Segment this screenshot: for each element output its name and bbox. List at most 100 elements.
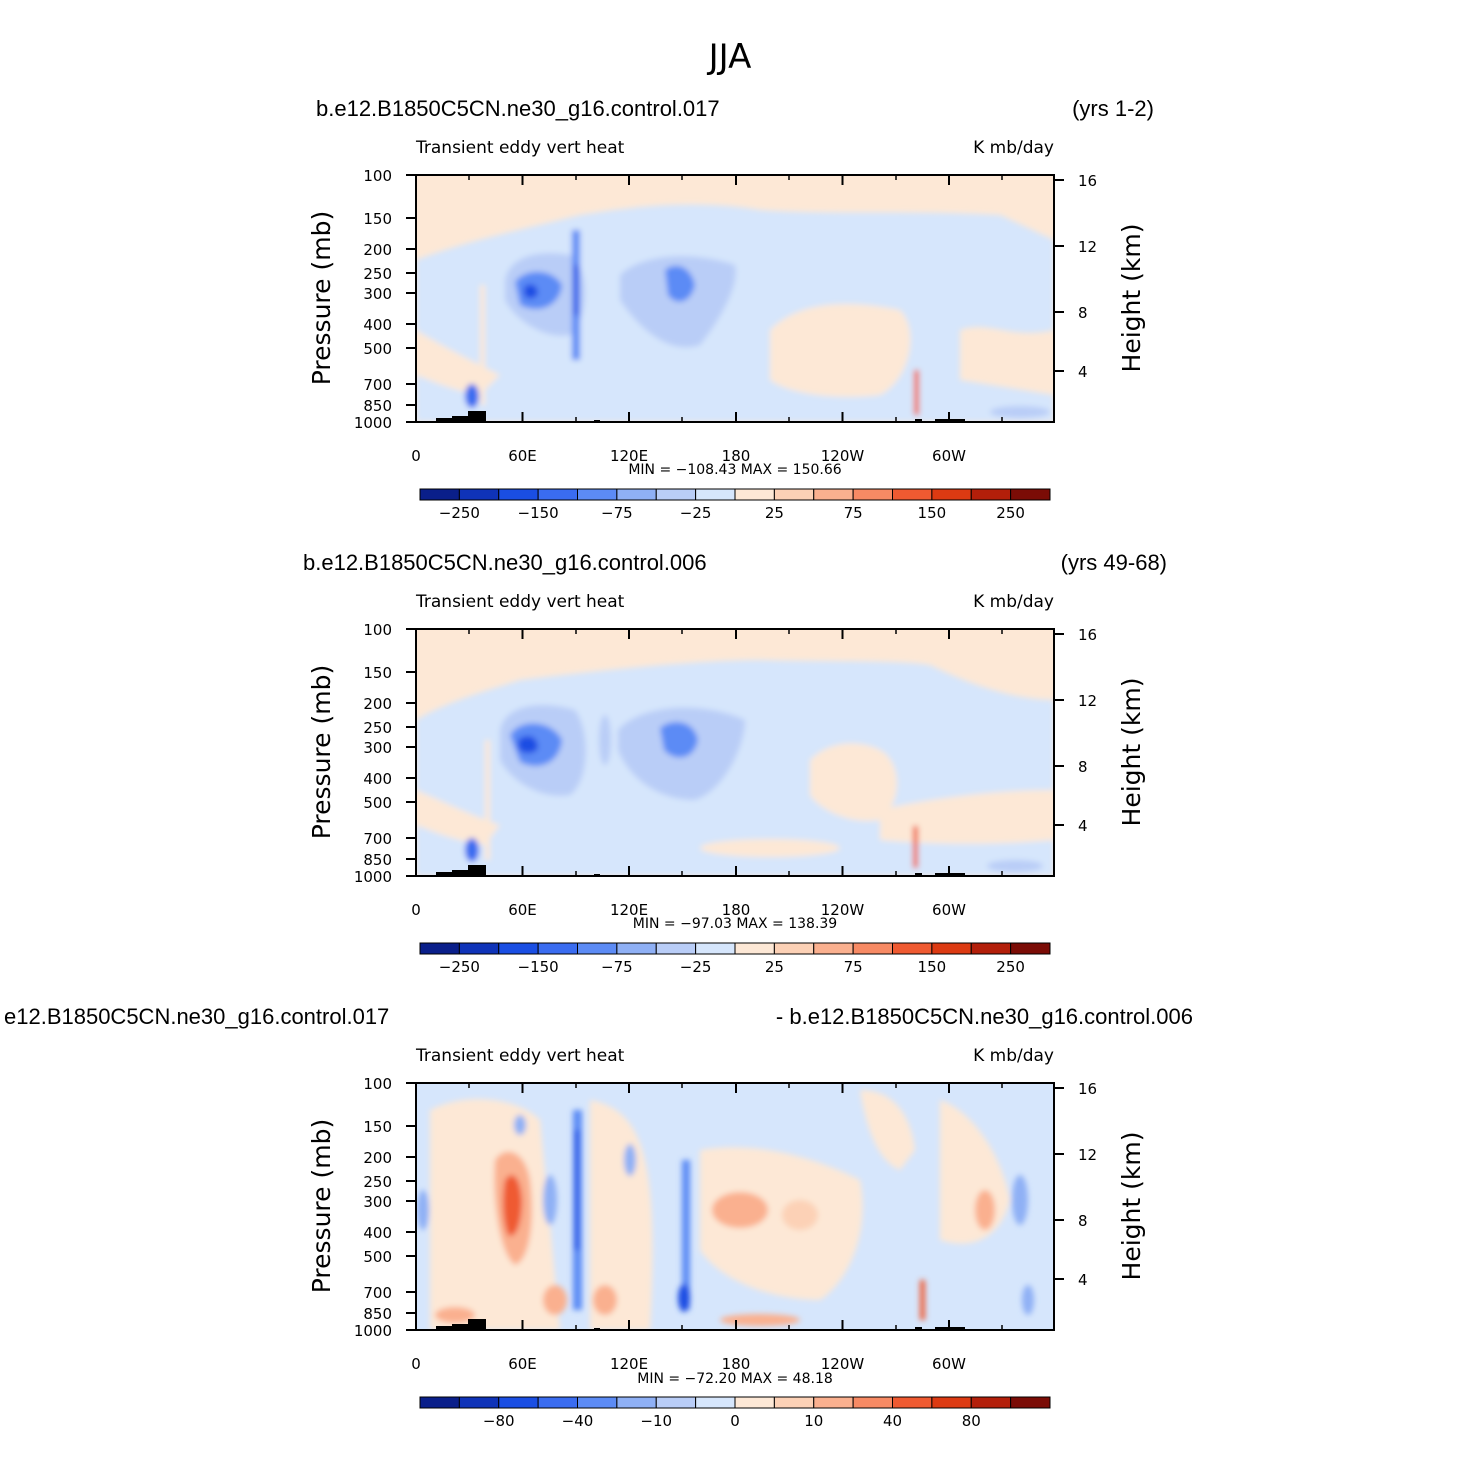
x-tick-label: 120E	[610, 447, 648, 465]
y-axis-right: 16 12 8 4	[1054, 1080, 1097, 1289]
colorbar-swatch	[577, 1396, 618, 1409]
colorbar-swatch	[734, 488, 775, 501]
colorbar-label: −10	[640, 1412, 672, 1430]
colorbar-swatch	[852, 1396, 893, 1409]
colorbar-swatch	[498, 942, 539, 955]
region-negative-small	[1012, 1175, 1028, 1225]
region-negative-small	[514, 1115, 526, 1135]
colorbar-label: 0	[730, 1412, 740, 1430]
min-max-label: MIN = −97.03 MAX = 138.39	[633, 916, 837, 932]
colorbar-swatch	[734, 942, 775, 955]
panel-3: e12.B1850C5CN.ne30_g16.control.017 - b.e…	[4, 1004, 1193, 1430]
y-tick-label: 700	[363, 830, 392, 848]
y-tick-label: 400	[363, 1224, 392, 1242]
y-tick-label: 200	[363, 695, 392, 713]
y-tick-label: 400	[363, 316, 392, 334]
colorbar-swatch	[970, 942, 1012, 955]
colorbar-label: 150	[918, 958, 947, 976]
colorbar-swatch	[773, 942, 815, 955]
colorbar-swatch	[537, 488, 578, 501]
region-weak-positive	[860, 1090, 915, 1170]
region-negative-small	[624, 1144, 636, 1176]
colorbar-swatch	[537, 1396, 578, 1409]
colorbar-swatch	[931, 488, 972, 501]
colorbar-swatch	[970, 1396, 1012, 1409]
x-tick-label: 60W	[932, 901, 966, 919]
colorbar-swatch	[695, 488, 736, 501]
y-right-tick-label: 16	[1078, 626, 1097, 644]
region-negative-core	[660, 722, 698, 758]
y-tick-label: 850	[363, 1305, 392, 1323]
colorbar-label: −250	[439, 958, 480, 976]
x-tick-label: 120E	[610, 1355, 648, 1373]
colorbar-swatch	[616, 488, 657, 501]
y-right-tick-label: 8	[1078, 1212, 1088, 1230]
panel-1: b.e12.B1850C5CN.ne30_g16.control.017 (yr…	[307, 96, 1154, 522]
colorbar-label: 250	[996, 958, 1025, 976]
y-tick-label: 150	[363, 1118, 392, 1136]
colorbar-swatch	[695, 1396, 736, 1409]
colorbar-label: −150	[518, 958, 559, 976]
y-axis-right-title: Height (km)	[1117, 224, 1146, 373]
field-title: Transient eddy vert heat	[415, 1046, 625, 1066]
y-tick-label: 100	[363, 167, 392, 185]
y-tick-label: 250	[363, 265, 392, 283]
x-tick-label: 60W	[932, 1355, 966, 1373]
colorbar-swatch	[1010, 488, 1051, 501]
region-positive-3	[782, 1200, 818, 1230]
y-tick-label: 100	[363, 1075, 392, 1093]
region-negative-core	[515, 271, 562, 309]
colorbar-swatch	[773, 488, 815, 501]
region-negative-streak	[682, 1160, 690, 1310]
contour-field	[416, 629, 1054, 876]
region-negative-small	[987, 860, 1043, 872]
y-tick-label: 500	[363, 794, 392, 812]
region-strong-negative	[524, 284, 538, 299]
region-weak-positive	[430, 1099, 560, 1330]
y-tick-label: 150	[363, 210, 392, 228]
colorbar-swatch	[577, 488, 618, 501]
field-units: K mb/day	[973, 1046, 1054, 1066]
colorbar: −80 −40 −10 0 10 40 80	[419, 1396, 1051, 1430]
case-right-label: (yrs 49-68)	[1061, 550, 1167, 575]
y-right-tick-label: 4	[1078, 1271, 1088, 1289]
y-axis-title: Pressure (mb)	[307, 211, 336, 385]
y-axis-right-title: Height (km)	[1117, 1132, 1146, 1281]
colorbar-label: −25	[680, 958, 712, 976]
region-negative-streak	[574, 265, 578, 315]
x-tick-label: 120W	[821, 1355, 865, 1373]
field-title: Transient eddy vert heat	[415, 138, 625, 158]
x-tick-label: 0	[411, 901, 421, 919]
region-negative-small	[990, 406, 1050, 418]
region-positive-streak	[485, 740, 490, 860]
y-tick-label: 300	[363, 285, 392, 303]
region-negative-small	[417, 1190, 429, 1230]
colorbar-swatch	[419, 1396, 460, 1409]
colorbar-label: 80	[962, 1412, 981, 1430]
y-axis-title: Pressure (mb)	[307, 665, 336, 839]
x-axis: 0 60E 120E 180 120W 60W	[411, 1083, 1003, 1373]
colorbar-swatch	[813, 1396, 854, 1409]
x-axis: 0 60E 120E 180 120W 60W	[411, 175, 1003, 465]
colorbar-swatch	[498, 488, 539, 501]
region-negative-streak	[575, 1130, 579, 1250]
colorbar-swatch	[1010, 942, 1051, 955]
y-tick-label: 850	[363, 851, 392, 869]
colorbar-label: −75	[601, 958, 633, 976]
y-tick-label: 500	[363, 340, 392, 358]
colorbar-swatch	[498, 1396, 539, 1409]
region-positive-streak	[913, 826, 918, 868]
region-weak-positive	[416, 330, 500, 395]
y-right-tick-label: 12	[1078, 238, 1097, 256]
colorbar-label: −250	[439, 504, 480, 522]
region-positive-8	[435, 1307, 475, 1323]
y-tick-label: 150	[363, 664, 392, 682]
colorbar-label: −80	[483, 1412, 515, 1430]
x-tick-label: 180	[722, 1355, 751, 1373]
colorbar-swatch	[458, 1396, 500, 1409]
colorbar-label: 25	[765, 504, 784, 522]
region-positive-core	[503, 1175, 522, 1236]
y-axis-title: Pressure (mb)	[307, 1119, 336, 1293]
x-tick-label: 60W	[932, 447, 966, 465]
